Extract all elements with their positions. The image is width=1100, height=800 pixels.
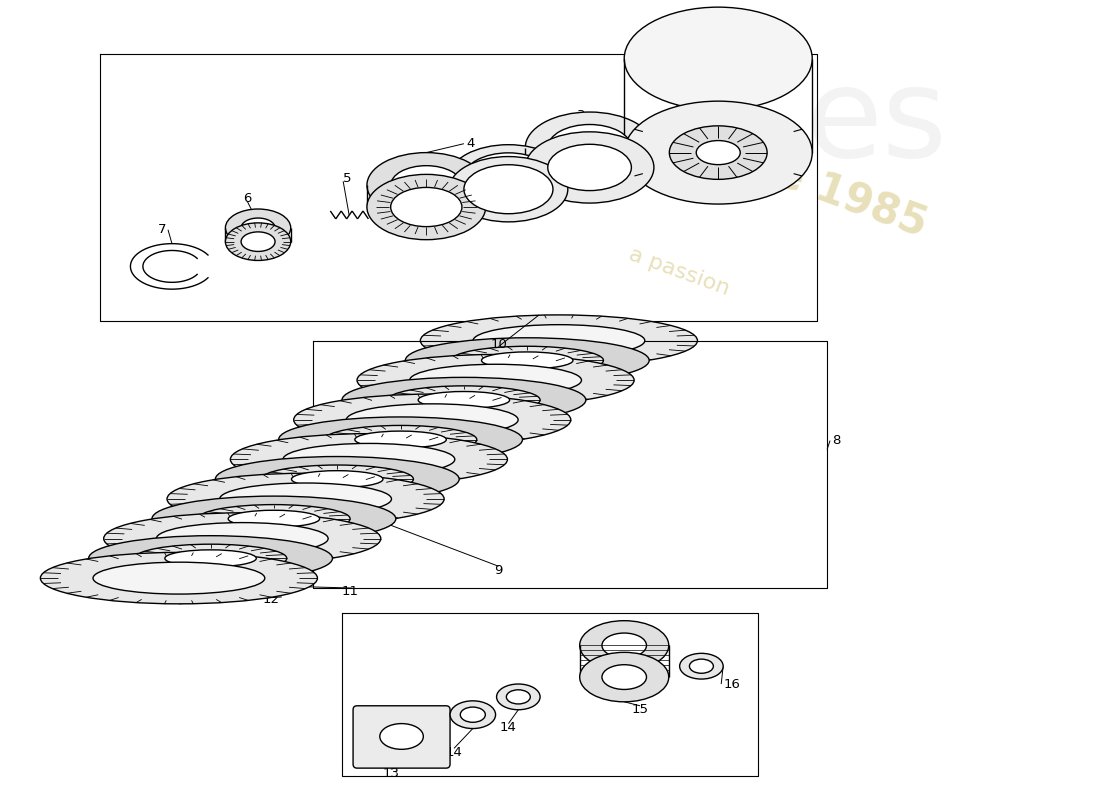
Text: since 1985: since 1985 — [682, 119, 933, 245]
Ellipse shape — [165, 550, 256, 567]
Ellipse shape — [526, 112, 653, 183]
Ellipse shape — [473, 325, 645, 357]
Text: 11: 11 — [342, 586, 359, 598]
Ellipse shape — [580, 621, 669, 670]
Ellipse shape — [342, 378, 586, 422]
Text: 12: 12 — [263, 594, 279, 606]
Ellipse shape — [548, 125, 631, 171]
Text: 7: 7 — [157, 223, 166, 236]
Ellipse shape — [134, 544, 287, 573]
Ellipse shape — [324, 426, 476, 454]
Ellipse shape — [346, 404, 518, 436]
Ellipse shape — [464, 153, 553, 202]
Text: 13: 13 — [382, 766, 399, 779]
Text: 16: 16 — [723, 678, 740, 690]
Text: 2: 2 — [681, 94, 689, 108]
Ellipse shape — [367, 174, 486, 240]
Ellipse shape — [669, 126, 767, 179]
Ellipse shape — [506, 690, 530, 704]
Text: 14: 14 — [500, 721, 517, 734]
Ellipse shape — [526, 132, 653, 203]
Ellipse shape — [580, 652, 669, 702]
Ellipse shape — [409, 364, 582, 396]
Ellipse shape — [602, 633, 647, 658]
Ellipse shape — [278, 417, 522, 462]
Text: 9: 9 — [494, 564, 503, 577]
Text: 10: 10 — [491, 338, 507, 351]
Ellipse shape — [294, 394, 571, 446]
Ellipse shape — [405, 338, 649, 383]
Ellipse shape — [220, 483, 392, 515]
Text: 15: 15 — [631, 703, 649, 716]
Ellipse shape — [167, 474, 444, 525]
Ellipse shape — [418, 391, 509, 409]
Ellipse shape — [358, 354, 634, 406]
Ellipse shape — [355, 431, 447, 448]
Ellipse shape — [230, 434, 507, 485]
Text: 14: 14 — [446, 746, 462, 758]
Ellipse shape — [152, 496, 396, 542]
Ellipse shape — [464, 165, 553, 214]
Text: 6: 6 — [243, 192, 252, 205]
Ellipse shape — [241, 218, 275, 238]
Ellipse shape — [283, 443, 454, 475]
Ellipse shape — [449, 145, 568, 210]
Ellipse shape — [387, 386, 540, 414]
Ellipse shape — [379, 723, 424, 750]
Ellipse shape — [690, 659, 714, 674]
Text: 8: 8 — [832, 434, 840, 447]
Ellipse shape — [89, 536, 332, 581]
Ellipse shape — [103, 513, 381, 564]
Ellipse shape — [241, 232, 275, 251]
FancyBboxPatch shape — [353, 706, 450, 768]
Ellipse shape — [450, 701, 496, 729]
Ellipse shape — [602, 665, 647, 690]
Ellipse shape — [496, 684, 540, 710]
Text: 4: 4 — [466, 137, 474, 150]
Ellipse shape — [420, 315, 697, 366]
Ellipse shape — [624, 101, 812, 204]
Text: es: es — [805, 62, 947, 183]
Text: 1: 1 — [756, 15, 764, 29]
Ellipse shape — [216, 457, 459, 502]
Ellipse shape — [548, 144, 631, 190]
Ellipse shape — [390, 166, 462, 205]
Ellipse shape — [226, 209, 290, 246]
Ellipse shape — [226, 223, 290, 261]
Text: a passion: a passion — [626, 244, 732, 299]
Ellipse shape — [367, 153, 486, 218]
Ellipse shape — [390, 187, 462, 226]
Ellipse shape — [94, 562, 265, 594]
Ellipse shape — [292, 470, 383, 488]
Ellipse shape — [198, 505, 350, 533]
Ellipse shape — [451, 346, 604, 374]
Ellipse shape — [449, 157, 568, 222]
Ellipse shape — [228, 510, 320, 527]
Ellipse shape — [41, 552, 318, 604]
Text: 5: 5 — [343, 172, 352, 185]
Ellipse shape — [460, 707, 485, 722]
Ellipse shape — [482, 352, 573, 369]
Ellipse shape — [680, 654, 723, 679]
Ellipse shape — [624, 7, 812, 110]
Ellipse shape — [156, 522, 328, 554]
Text: 3: 3 — [576, 110, 585, 122]
Ellipse shape — [261, 465, 414, 494]
Ellipse shape — [696, 141, 740, 165]
